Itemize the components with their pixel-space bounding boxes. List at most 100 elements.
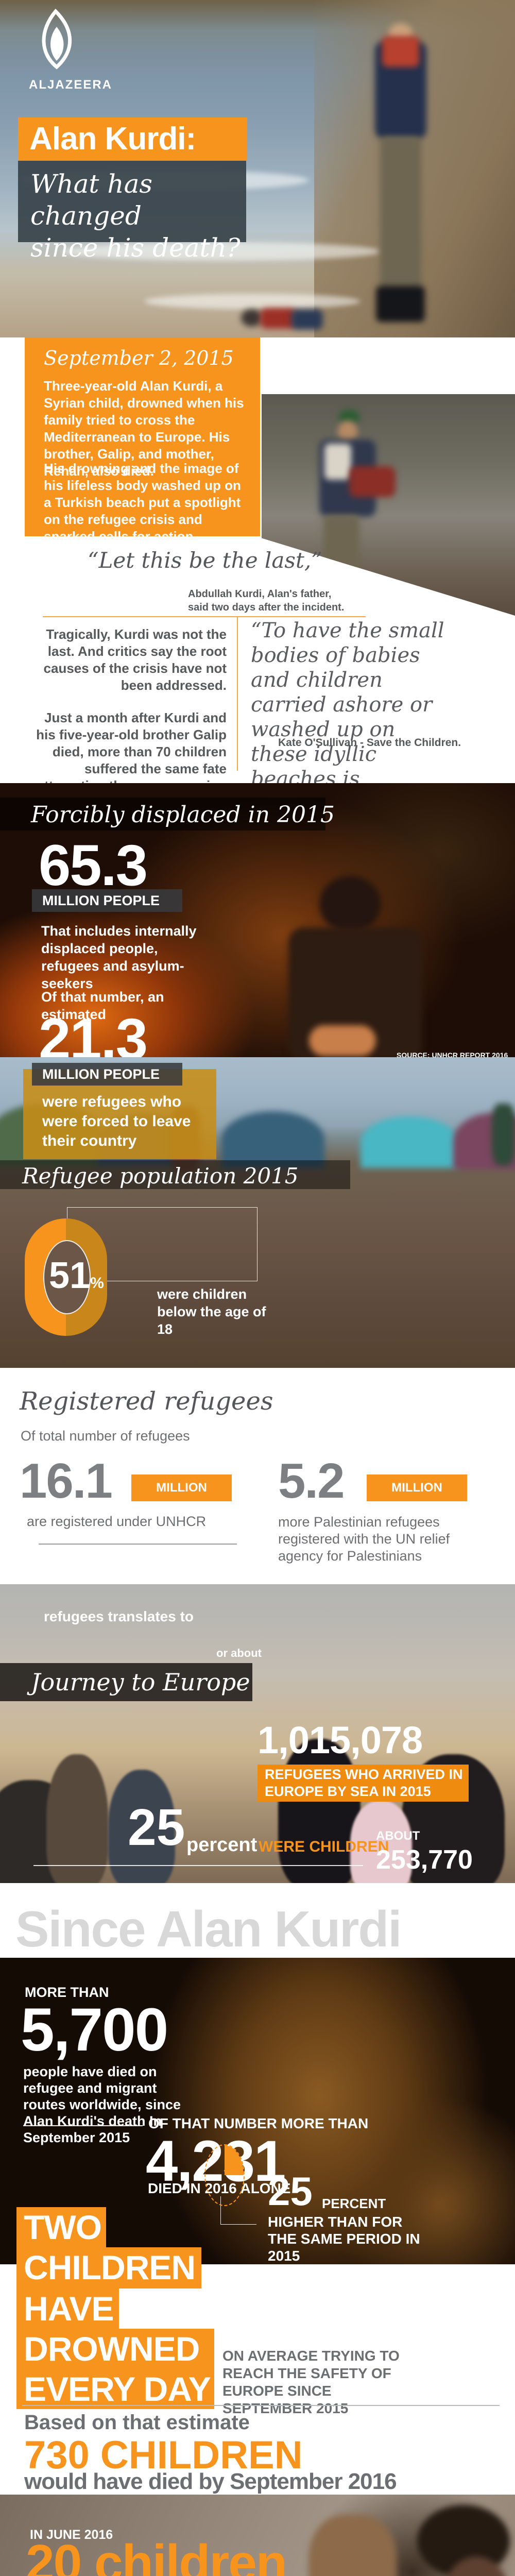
background-figure <box>309 2515 397 2576</box>
in-june-2016-label: IN JUNE 2016 <box>30 2528 113 2542</box>
sea-foam <box>144 294 360 309</box>
registered-subtitle: Of total number of refugees <box>21 1428 190 1444</box>
officer2-shirt <box>324 444 351 480</box>
hero-subtitle-band: What has changed since his death? <box>18 161 246 263</box>
gray-divider-line <box>39 1544 237 1545</box>
child-figure <box>241 309 263 327</box>
gray-divider-line <box>22 2405 500 2406</box>
drowned-line-drowned: DROWNED <box>16 2329 214 2369</box>
million-people-label-2: MILLION PEOPLE <box>32 1063 182 1086</box>
hero-beach-photo: ALJAZEERA Alan Kurdi: What has changed s… <box>0 0 515 337</box>
officer-boots <box>376 286 425 322</box>
boy-head <box>319 876 381 933</box>
officer2-head <box>338 421 357 443</box>
section-title-band <box>0 798 325 831</box>
tent-teal <box>221 1111 324 1168</box>
stat-16-1: 16.1 <box>20 1453 113 1509</box>
incident-date: September 2, 2015 <box>44 347 234 369</box>
stat-5700: 5,700 <box>21 1996 168 2064</box>
stat-65-3-million: 65.3 <box>39 833 148 897</box>
aljazeera-logo: ALJAZEERA <box>25 6 128 94</box>
child-shirt <box>260 308 296 329</box>
september-callout-box: September 2, 2015 Three-year-old Alan Ku… <box>25 337 260 544</box>
sea-foam <box>62 242 381 261</box>
page-title: Alan Kurdi: <box>29 121 196 157</box>
or-about-text: or about <box>216 1647 262 1659</box>
refugee-figure <box>46 1754 108 1883</box>
refugees-translates-text: refugees translates to <box>44 1608 194 1624</box>
pink-bundle <box>350 1801 412 1883</box>
percent-word: percent <box>186 1834 258 1856</box>
white-divider-line <box>23 2125 143 2126</box>
sea-arrivals-label: REFUGEES WHO ARRIVED IN EUROPE BY SEA IN… <box>258 1765 469 1802</box>
would-have-died-text: would have died by September 2016 <box>24 2469 397 2494</box>
population-title-band <box>0 1160 350 1189</box>
section-title-displaced: Forcibly displaced in 2015 <box>31 802 335 828</box>
paragraph-tragically: Tragically, Kurdi was not the last. And … <box>43 626 227 693</box>
officer2-beret <box>339 410 359 423</box>
officer-carrying-child-photo <box>262 394 515 616</box>
drowned-line-two: TWO <box>16 2207 106 2247</box>
stat-sea-arrivals: 1,015,078 <box>258 1719 423 1761</box>
boy-hands <box>309 1025 376 1056</box>
connector-line <box>220 2224 256 2225</box>
of-that-number-label: OF THAT NUMBER MORE THAN <box>148 2115 369 2131</box>
donut-caption: were children below the age of 18 <box>157 1286 266 1337</box>
stat-5-2: 5.2 <box>278 1453 345 1509</box>
refugee-child <box>108 1770 175 1883</box>
of-that-number-text: Of that number, an estimated <box>41 989 164 1022</box>
connector-line <box>220 2196 221 2224</box>
higher-than-text: HIGHER THAN FOR THE SAME PERIOD IN 2015 <box>268 2214 420 2264</box>
intro-paragraph-2: His drowning and the image of his lifele… <box>44 461 241 544</box>
intro-paragraph-1: Three-year-old Alan Kurdi, a Syrian chil… <box>44 378 244 479</box>
stat-25: 25 <box>128 1799 185 1856</box>
donut-hole <box>43 1240 91 1314</box>
refugee-figure-dark <box>278 1739 360 1883</box>
based-on-estimate-text: Based on that estimate <box>24 2411 250 2434</box>
were-children-label: WERE CHILDREN <box>259 1838 389 1855</box>
drowned-line-have: HAVE <box>16 2289 119 2329</box>
section-title-journey: Journey to Europe <box>31 1668 250 1696</box>
aljazeera-logo-icon: ALJAZEERA <box>29 8 112 92</box>
more-than-label: MORE THAN <box>25 1985 109 2000</box>
stat-730-children: 730 CHILDREN <box>24 2433 303 2477</box>
officer-legs <box>380 137 421 291</box>
drowned-line-every-day: EVERY DAY <box>16 2369 214 2409</box>
deaths-since-text: people have died on refugee and migrant … <box>23 2064 181 2145</box>
white-divider-line <box>33 1865 363 1866</box>
section-title-population: Refugee population 2015 <box>22 1163 299 1189</box>
million-badge-2: MILLION <box>367 1475 467 1501</box>
svg-text:ALJAZEERA: ALJAZEERA <box>29 78 112 92</box>
stat-25-percent: 25 <box>268 2168 313 2214</box>
spacer <box>28 694 227 709</box>
hero-title-band: Alan Kurdi: <box>18 117 247 161</box>
stat-20-children: 20 children <box>26 2534 287 2576</box>
orange-column-divider <box>237 616 238 771</box>
journey-title-band <box>0 1663 252 1701</box>
stat-253-770: 253,770 <box>376 1845 473 1875</box>
officer-vest-stripe <box>382 36 419 67</box>
palestinian-refugees-text: more Palestinian refugees registered wit… <box>278 1514 450 1564</box>
were-refugees-text: were refugees who were forced to leave t… <box>42 1093 191 1149</box>
displaced-includes-text: That includes internally displaced peopl… <box>41 923 197 991</box>
children-percentage-donut-chart <box>25 1218 107 1336</box>
tent-cyan <box>360 1116 458 1168</box>
save-the-children-attribution: Kate O'Sullivan - Save the Children. <box>278 737 461 749</box>
quarter-pie-chart <box>204 2144 245 2206</box>
million-people-label-1: MILLION PEOPLE <box>32 889 182 912</box>
million-badge-1: MILLION <box>131 1475 232 1501</box>
donut-value-label: 51% <box>49 1255 104 1296</box>
on-average-text: ON AVERAGE TRYING TO REACH THE SAFETY OF… <box>222 2348 400 2416</box>
about-label: ABOUT <box>376 1829 420 1843</box>
father-quote: “Let this be the last,” <box>88 548 322 573</box>
niger-girl-photo <box>0 2495 515 2576</box>
section-title-registered: Registered refugees <box>20 1387 273 1416</box>
orange-divider-line <box>43 616 366 617</box>
unhcr-registered-text: are registered under UNHCR <box>27 1514 207 1529</box>
page-subtitle: What has changed since his death? <box>30 169 241 263</box>
child-shorts <box>291 309 323 330</box>
father-quote-attribution: Abdullah Kurdi, Alan's father, said two … <box>188 588 345 613</box>
standing-figure <box>492 1104 515 1165</box>
section-title-since: Since Alan Kurdi <box>15 1901 402 1957</box>
